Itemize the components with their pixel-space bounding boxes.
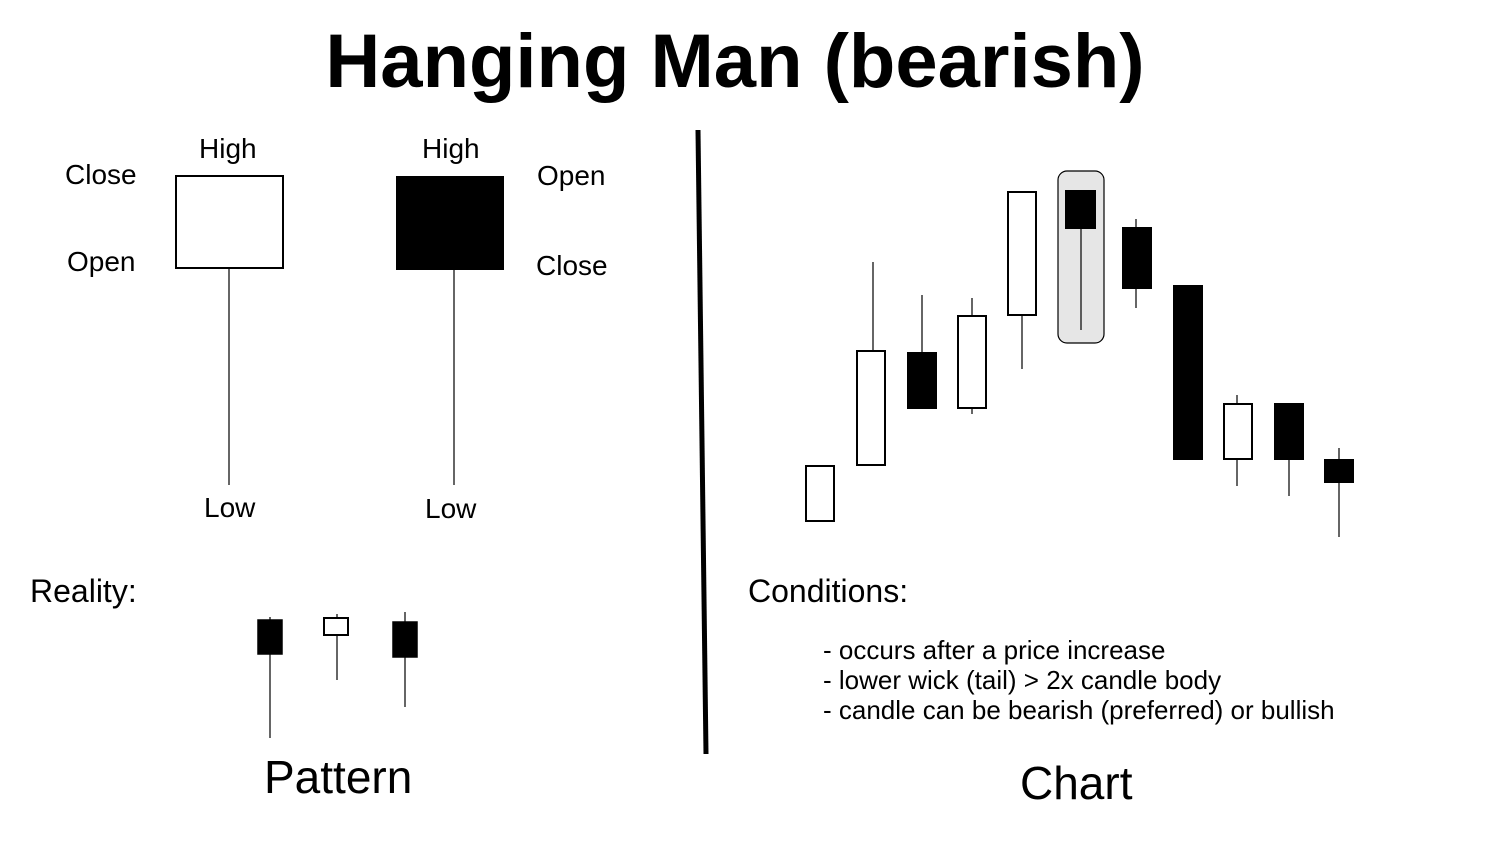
conditions-label: Conditions: bbox=[748, 573, 909, 609]
reality-label: Reality: bbox=[30, 573, 137, 609]
chart-candle-2 bbox=[856, 350, 886, 466]
reality-candle-1-body bbox=[257, 619, 283, 655]
chart-section-label: Chart bbox=[1020, 757, 1133, 809]
page-title: Hanging Man (bearish) bbox=[325, 19, 1145, 104]
bullish-open-label: Open bbox=[67, 246, 136, 277]
chart-candle-1 bbox=[805, 465, 835, 522]
pattern-bullish-candle bbox=[175, 175, 284, 485]
chart-candle-10 bbox=[1274, 403, 1304, 460]
bearish-high-label: High bbox=[422, 133, 480, 164]
bullish-low-label: Low bbox=[204, 492, 256, 523]
hanging-man-candle bbox=[1065, 190, 1096, 229]
chart-candle-9 bbox=[1223, 403, 1253, 460]
chart-candle-3 bbox=[907, 352, 937, 409]
chart-candle-5 bbox=[1007, 191, 1037, 316]
bearish-low-label: Low bbox=[425, 493, 477, 524]
reality-candle-2-body bbox=[323, 617, 349, 636]
section-divider bbox=[695, 129, 709, 755]
chart-candle-7 bbox=[1122, 227, 1152, 289]
condition-3: - candle can be bearish (preferred) or b… bbox=[823, 695, 1335, 725]
reality-candle-3-body bbox=[392, 621, 418, 658]
bearish-open-label: Open bbox=[537, 160, 606, 191]
chart-candle-11 bbox=[1324, 459, 1354, 483]
price-chart bbox=[805, 170, 1354, 537]
chart-candle-4 bbox=[957, 315, 987, 409]
pattern-bearish-candle bbox=[396, 176, 504, 485]
chart-candle-8 bbox=[1173, 285, 1203, 460]
bearish-close-label: Close bbox=[536, 250, 608, 281]
reality-candles bbox=[257, 612, 418, 738]
bullish-body bbox=[175, 175, 284, 269]
bullish-close-label: Close bbox=[65, 159, 137, 190]
pattern-section-label: Pattern bbox=[264, 751, 413, 803]
condition-2: - lower wick (tail) > 2x candle body bbox=[823, 665, 1222, 695]
bullish-high-label: High bbox=[199, 133, 257, 164]
bearish-body bbox=[396, 176, 504, 270]
condition-1: - occurs after a price increase bbox=[823, 635, 1166, 665]
